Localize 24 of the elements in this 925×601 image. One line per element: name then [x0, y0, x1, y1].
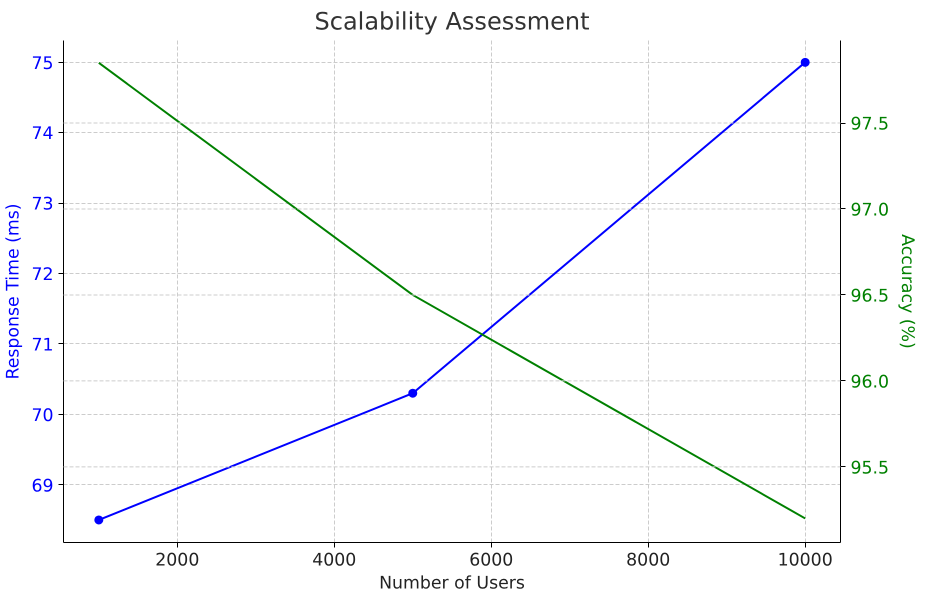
x-tick-label: 2000 [155, 550, 200, 570]
y2-tick-label: 97.5 [850, 114, 890, 135]
x-tick-label: 10000 [778, 550, 833, 570]
y-tick-label: 74 [31, 124, 54, 144]
y-tick-label: 71 [31, 335, 54, 356]
point [94, 515, 104, 524]
y2-tick-label: 95.5 [850, 458, 890, 478]
y-tick-label: 75 [31, 54, 54, 74]
y-tick-label: 69 [31, 476, 54, 496]
y2-axis-title: Accuracy (%) [897, 234, 918, 349]
x-tick-label: 6000 [469, 550, 514, 570]
y-tick-label: 70 [31, 406, 54, 426]
x-tick-label: 4000 [312, 550, 356, 570]
y-tick-label: 73 [31, 194, 54, 215]
y2-tick-label: 96.0 [850, 372, 890, 392]
y-axis-title: Response Time (ms) [3, 203, 24, 380]
point [800, 58, 810, 67]
y-tick-label: 72 [31, 265, 54, 286]
chart-title: Scalability Assessment [314, 8, 590, 36]
y2-tick-label: 97.0 [850, 200, 890, 220]
x-axis-title: Number of Users [379, 574, 525, 594]
x-tick-label: 8000 [626, 550, 670, 570]
point [408, 388, 418, 398]
y2-tick-label: 96.5 [850, 286, 890, 306]
